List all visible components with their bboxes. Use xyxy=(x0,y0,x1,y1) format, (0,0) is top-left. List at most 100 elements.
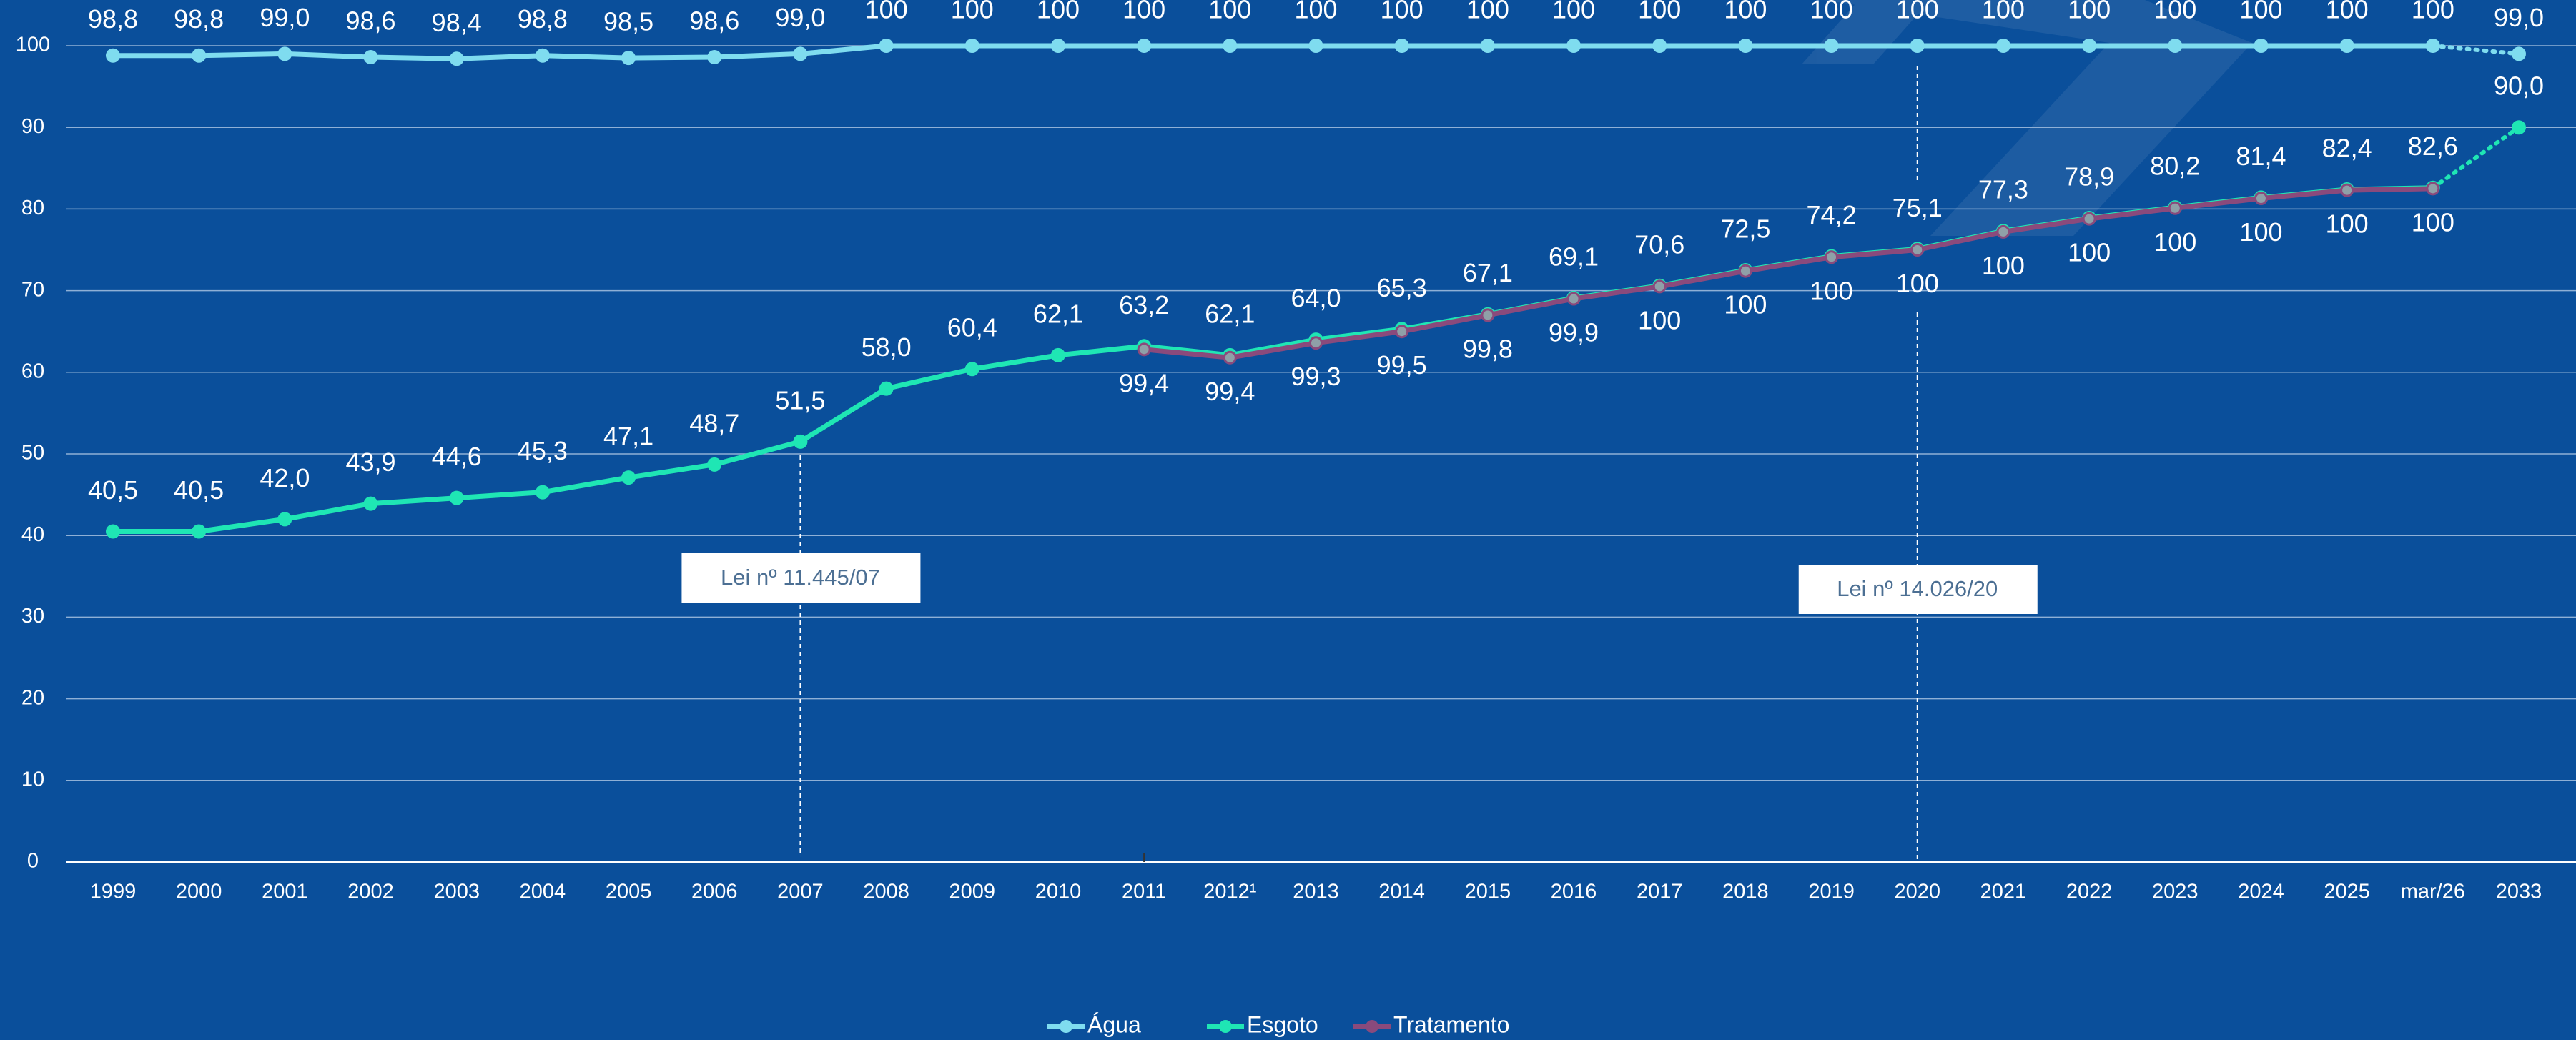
point xyxy=(793,434,808,449)
x-tick-label: 2001 xyxy=(262,881,308,903)
x-tick-label: 2004 xyxy=(520,881,566,903)
data-label: 100 xyxy=(1122,0,1165,24)
data-label: 82,4 xyxy=(2322,134,2372,163)
annotation-text: Lei nº 11.445/07 xyxy=(721,565,880,590)
point xyxy=(1137,342,1151,357)
x-tick-label: 2024 xyxy=(2238,881,2284,903)
point xyxy=(2425,39,2440,53)
data-label: 99,4 xyxy=(1119,368,1169,397)
point xyxy=(535,485,550,500)
legend-label: Tratamento xyxy=(1393,1011,1509,1037)
point xyxy=(2426,182,2440,196)
y-tick-label: 10 xyxy=(21,768,44,791)
data-label: 77,3 xyxy=(1978,175,2028,204)
data-label: 99,5 xyxy=(1377,350,1427,380)
data-label: 99,3 xyxy=(1291,362,1341,391)
data-label: 63,2 xyxy=(1119,290,1169,320)
point xyxy=(363,49,378,64)
data-label: 100 xyxy=(1724,0,1767,24)
data-label: 100 xyxy=(1466,0,1509,24)
point xyxy=(2339,39,2354,53)
y-tick-label: 40 xyxy=(21,523,44,546)
point xyxy=(964,39,979,53)
data-label: 100 xyxy=(1724,290,1767,320)
data-label: 100 xyxy=(1294,0,1337,24)
data-label: 100 xyxy=(1896,0,1939,24)
data-label: 98,8 xyxy=(518,4,568,34)
x-tick-label: 2023 xyxy=(2152,881,2199,903)
annotation-box xyxy=(1798,565,2038,614)
point xyxy=(449,490,464,505)
x-tick-label: 2008 xyxy=(863,881,909,903)
data-label: 100 xyxy=(1982,251,2025,280)
y-tick-label: 90 xyxy=(21,115,44,138)
series-line xyxy=(1143,186,2433,360)
point xyxy=(1652,279,1667,294)
data-label: 98,5 xyxy=(603,7,653,36)
data-label: 62,1 xyxy=(1205,299,1255,328)
data-label: 100 xyxy=(2153,0,2196,24)
data-label: 48,7 xyxy=(689,408,739,437)
y-tick-label: 30 xyxy=(21,605,44,628)
point xyxy=(1480,39,1495,53)
point xyxy=(1309,336,1323,350)
point xyxy=(1394,39,1409,53)
x-tick-label: 2009 xyxy=(949,881,996,903)
point xyxy=(621,51,636,66)
y-tick-label: 100 xyxy=(16,34,50,56)
data-label: 40,5 xyxy=(174,475,224,505)
data-label: 78,9 xyxy=(2064,162,2114,191)
data-label: 80,2 xyxy=(2150,152,2200,181)
data-label: 100 xyxy=(865,0,908,24)
point xyxy=(535,48,550,63)
point xyxy=(106,48,120,63)
x-tick-label: 2015 xyxy=(1465,881,1511,903)
point xyxy=(277,46,292,61)
data-label: 99,9 xyxy=(1549,318,1599,347)
point xyxy=(2340,183,2354,197)
data-label: 100 xyxy=(1037,0,1080,24)
x-tick-label: 2016 xyxy=(1551,881,1597,903)
data-label: 100 xyxy=(2326,0,2369,24)
data-label: 100 xyxy=(1810,0,1853,24)
data-label: 99,0 xyxy=(260,3,310,32)
data-label: 100 xyxy=(1638,0,1681,24)
x-tick-label: 2021 xyxy=(1980,881,2027,903)
data-label: 82,6 xyxy=(2408,132,2458,161)
annotation-text: Lei nº 14.026/20 xyxy=(1837,576,1998,601)
data-label: 98,6 xyxy=(689,6,739,36)
point xyxy=(1652,39,1667,53)
projection-line xyxy=(2430,44,2521,56)
x-tick-label: 2002 xyxy=(347,881,394,903)
data-label: 100 xyxy=(1810,276,1853,305)
x-tick-label: 2017 xyxy=(1637,881,1683,903)
x-tick-label: 2010 xyxy=(1035,881,1082,903)
point xyxy=(1566,292,1581,306)
point xyxy=(2082,39,2097,53)
data-label: 40,5 xyxy=(88,475,138,505)
point xyxy=(277,512,292,527)
point xyxy=(1308,39,1323,53)
point xyxy=(879,381,894,396)
x-tick-label: 2025 xyxy=(2324,881,2370,903)
x-tick-label: 2006 xyxy=(691,881,738,903)
data-label: 90,0 xyxy=(2494,71,2544,101)
point xyxy=(192,48,207,63)
legend-marker xyxy=(1366,1020,1378,1033)
data-label: 99,4 xyxy=(1205,377,1255,406)
point xyxy=(879,39,894,53)
point xyxy=(1910,243,1925,257)
x-tick-label: 2007 xyxy=(777,881,824,903)
data-label: 100 xyxy=(1208,0,1251,24)
x-tick-label: 2014 xyxy=(1378,881,1425,903)
x-tick-label: 2013 xyxy=(1293,881,1339,903)
point xyxy=(964,362,979,377)
x-tick-label: 2019 xyxy=(1808,881,1855,903)
data-label: 99,0 xyxy=(775,3,825,32)
point xyxy=(2168,201,2182,215)
data-label: 100 xyxy=(2068,0,2111,24)
data-label: 45,3 xyxy=(518,436,568,465)
x-tick-label: 2033 xyxy=(2496,881,2542,903)
